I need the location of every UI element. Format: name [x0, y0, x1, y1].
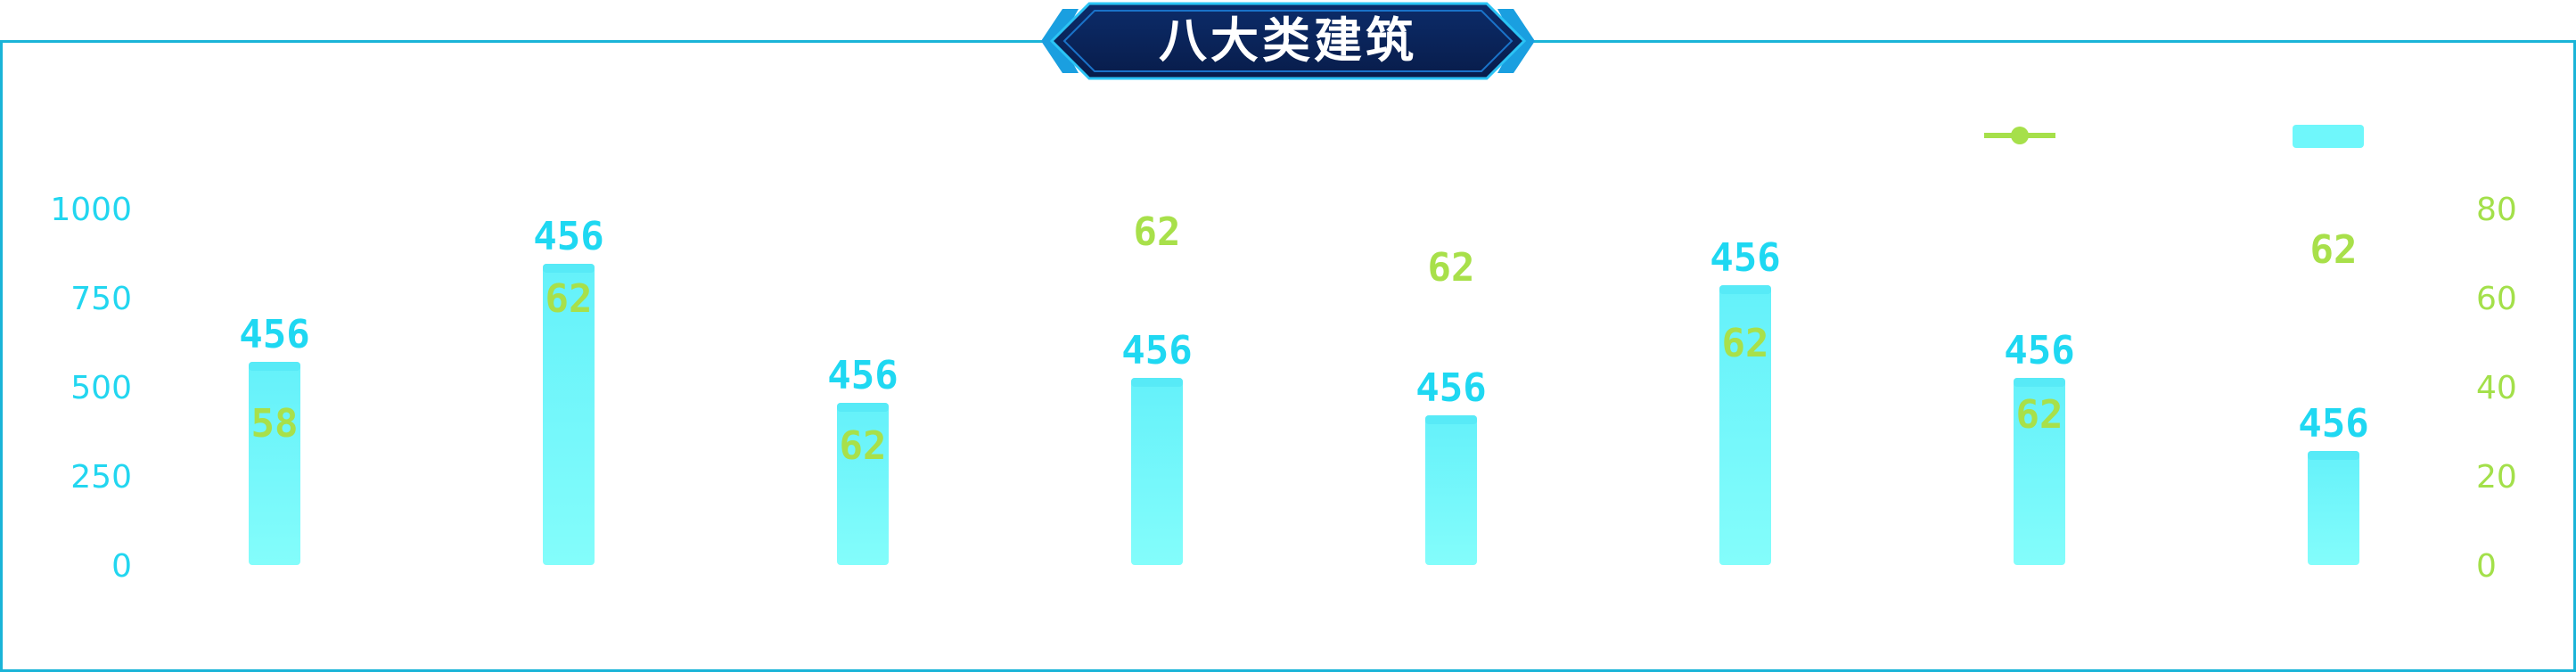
bar-cap: [837, 403, 889, 412]
right-axis-tick-label: 0: [2476, 548, 2497, 585]
bar-value-label: 456: [1121, 328, 1192, 373]
bar-cap: [1131, 378, 1183, 387]
panel-border: [0, 40, 2576, 672]
bar-value-label: 456: [2298, 401, 2368, 447]
left-axis-tick-label: 750: [70, 281, 132, 317]
right-axis-tick-label: 60: [2476, 281, 2517, 317]
bar-series: [249, 264, 2359, 565]
line-value-label: 62: [2310, 227, 2358, 273]
right-axis-tick-label: 40: [2476, 370, 2517, 406]
bar: [1425, 415, 1477, 565]
right-axis: 0 20 40 60 80: [2476, 192, 2517, 585]
bar: [2014, 378, 2065, 565]
left-axis-tick-label: 0: [111, 548, 132, 585]
bar-value-label: 456: [2004, 328, 2074, 373]
left-axis-tick-label: 1000: [50, 192, 132, 228]
left-axis-tick-label: 500: [70, 370, 132, 406]
left-axis: 0 250 500 750 1000: [50, 192, 132, 585]
line-labels: 58 62 62 62 62 62 62 62: [251, 209, 2358, 469]
line-value-label: 62: [546, 276, 593, 322]
legend-bar-series: [2293, 125, 2364, 148]
bar-cap: [1719, 285, 1771, 294]
bar-cap: [1425, 415, 1477, 424]
bar: [249, 362, 300, 565]
bar-labels: 456 456 456 456 456 456 456 456: [239, 214, 2368, 447]
bar: [1719, 285, 1771, 565]
bar-cap: [543, 264, 595, 273]
bar: [1131, 378, 1183, 565]
line-value-label: 62: [1134, 209, 1181, 255]
line-value-label: 62: [1722, 321, 1769, 366]
left-axis-tick-label: 250: [70, 459, 132, 496]
bar: [2308, 451, 2359, 565]
title-badge: 八大类建筑: [1041, 2, 1535, 80]
line-value-label: 62: [1428, 245, 1475, 291]
chart-title: 八大类建筑: [1159, 12, 1417, 69]
line-value-label: 62: [840, 423, 887, 469]
bar-value-label: 456: [239, 312, 309, 357]
legend: [1984, 125, 2364, 148]
bar-value-label: 456: [827, 353, 898, 398]
bar-cap: [249, 362, 300, 371]
bar-value-label: 456: [1415, 365, 1486, 411]
bar-value-label: 456: [1710, 235, 1780, 281]
bar: [543, 264, 595, 565]
bar-cap: [2308, 451, 2359, 460]
line-value-label: 62: [2016, 392, 2063, 438]
right-axis-tick-label: 20: [2476, 459, 2517, 496]
line-value-label: 58: [251, 401, 299, 447]
right-axis-tick-label: 80: [2476, 192, 2517, 228]
bar-cap: [2014, 378, 2065, 387]
legend-line-series: [1984, 127, 2055, 144]
bar: [837, 403, 889, 565]
bar-value-label: 456: [533, 214, 603, 259]
